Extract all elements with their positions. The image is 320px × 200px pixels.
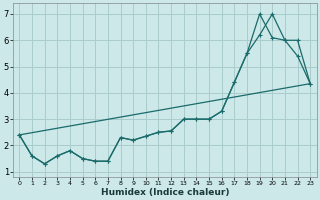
X-axis label: Humidex (Indice chaleur): Humidex (Indice chaleur) <box>100 188 229 197</box>
